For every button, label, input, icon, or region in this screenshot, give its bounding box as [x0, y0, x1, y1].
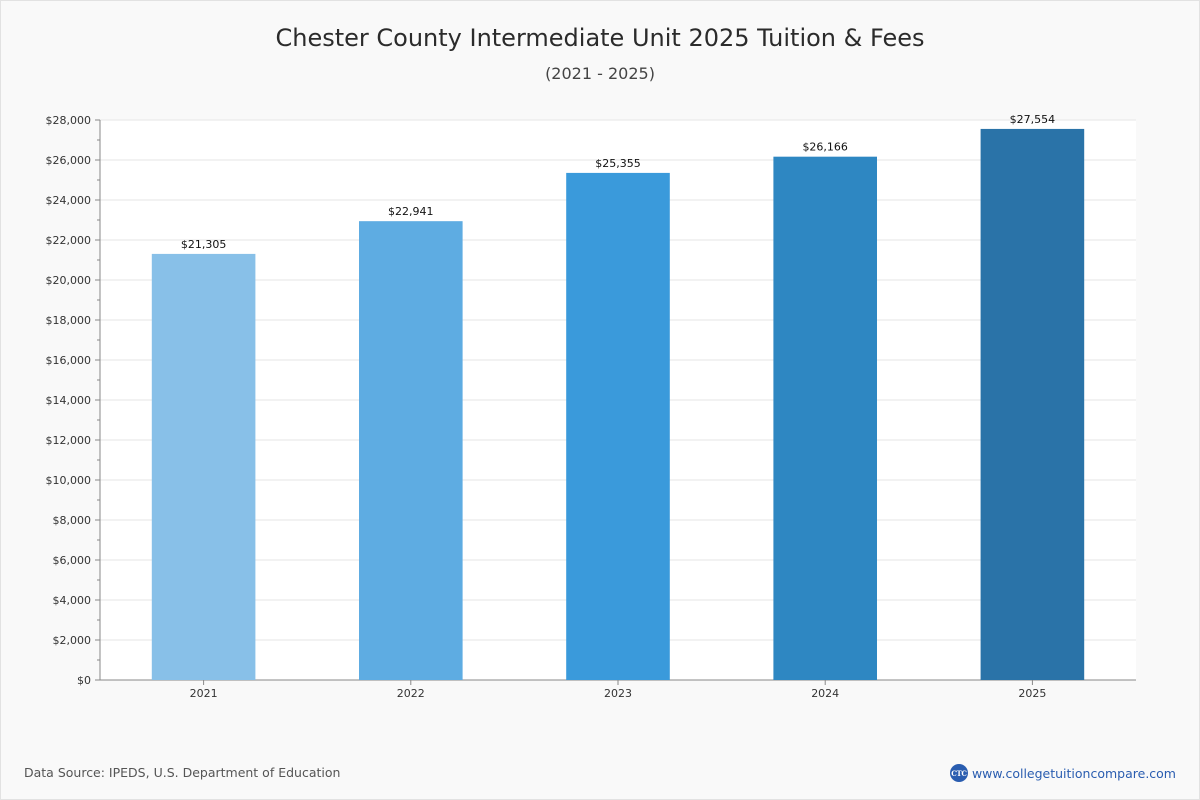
y-tick-label: $2,000 [53, 634, 92, 647]
y-tick-label: $8,000 [53, 514, 92, 527]
y-tick-label: $16,000 [46, 354, 92, 367]
x-tick-label-2021: 2021 [190, 687, 218, 700]
x-tick-label-2024: 2024 [811, 687, 839, 700]
data-label-2023: $25,355 [595, 157, 641, 170]
y-tick-label: $22,000 [46, 234, 92, 247]
y-tick-label: $28,000 [46, 114, 92, 127]
y-tick-label: $4,000 [53, 594, 92, 607]
bar-2025 [980, 128, 1085, 681]
bar-2021 [151, 253, 256, 680]
y-tick-label: $24,000 [46, 194, 92, 207]
data-label-2025: $27,554 [1010, 113, 1056, 126]
data-label-2021: $21,305 [181, 238, 227, 251]
y-tick-label: $26,000 [46, 154, 92, 167]
data-source: Data Source: IPEDS, U.S. Department of E… [24, 765, 341, 780]
y-tick-label: $12,000 [46, 434, 92, 447]
y-tick-label: $10,000 [46, 474, 92, 487]
x-tick-label-2022: 2022 [397, 687, 425, 700]
x-tick-label-2025: 2025 [1018, 687, 1046, 700]
data-label-2024: $26,166 [802, 141, 848, 154]
y-tick-label: $6,000 [53, 554, 92, 567]
chart-title: Chester County Intermediate Unit 2025 Tu… [275, 24, 925, 52]
y-tick-label: $14,000 [46, 394, 92, 407]
y-tick-label: $20,000 [46, 274, 92, 287]
y-tick-label: $0 [77, 674, 91, 687]
y-tick-label: $18,000 [46, 314, 92, 327]
bar-2024 [773, 156, 877, 680]
chart-subtitle: (2021 - 2025) [545, 64, 655, 83]
x-tick-label-2023: 2023 [604, 687, 632, 700]
ctc-logo-icon: CTC [949, 764, 968, 782]
data-label-2022: $22,941 [388, 205, 434, 218]
site-link[interactable]: CTC www.collegetuitioncompare.com [949, 764, 1176, 782]
bar-2022 [359, 221, 463, 680]
site-url[interactable]: www.collegetuitioncompare.com [971, 765, 1176, 781]
bar-2023 [566, 172, 670, 680]
